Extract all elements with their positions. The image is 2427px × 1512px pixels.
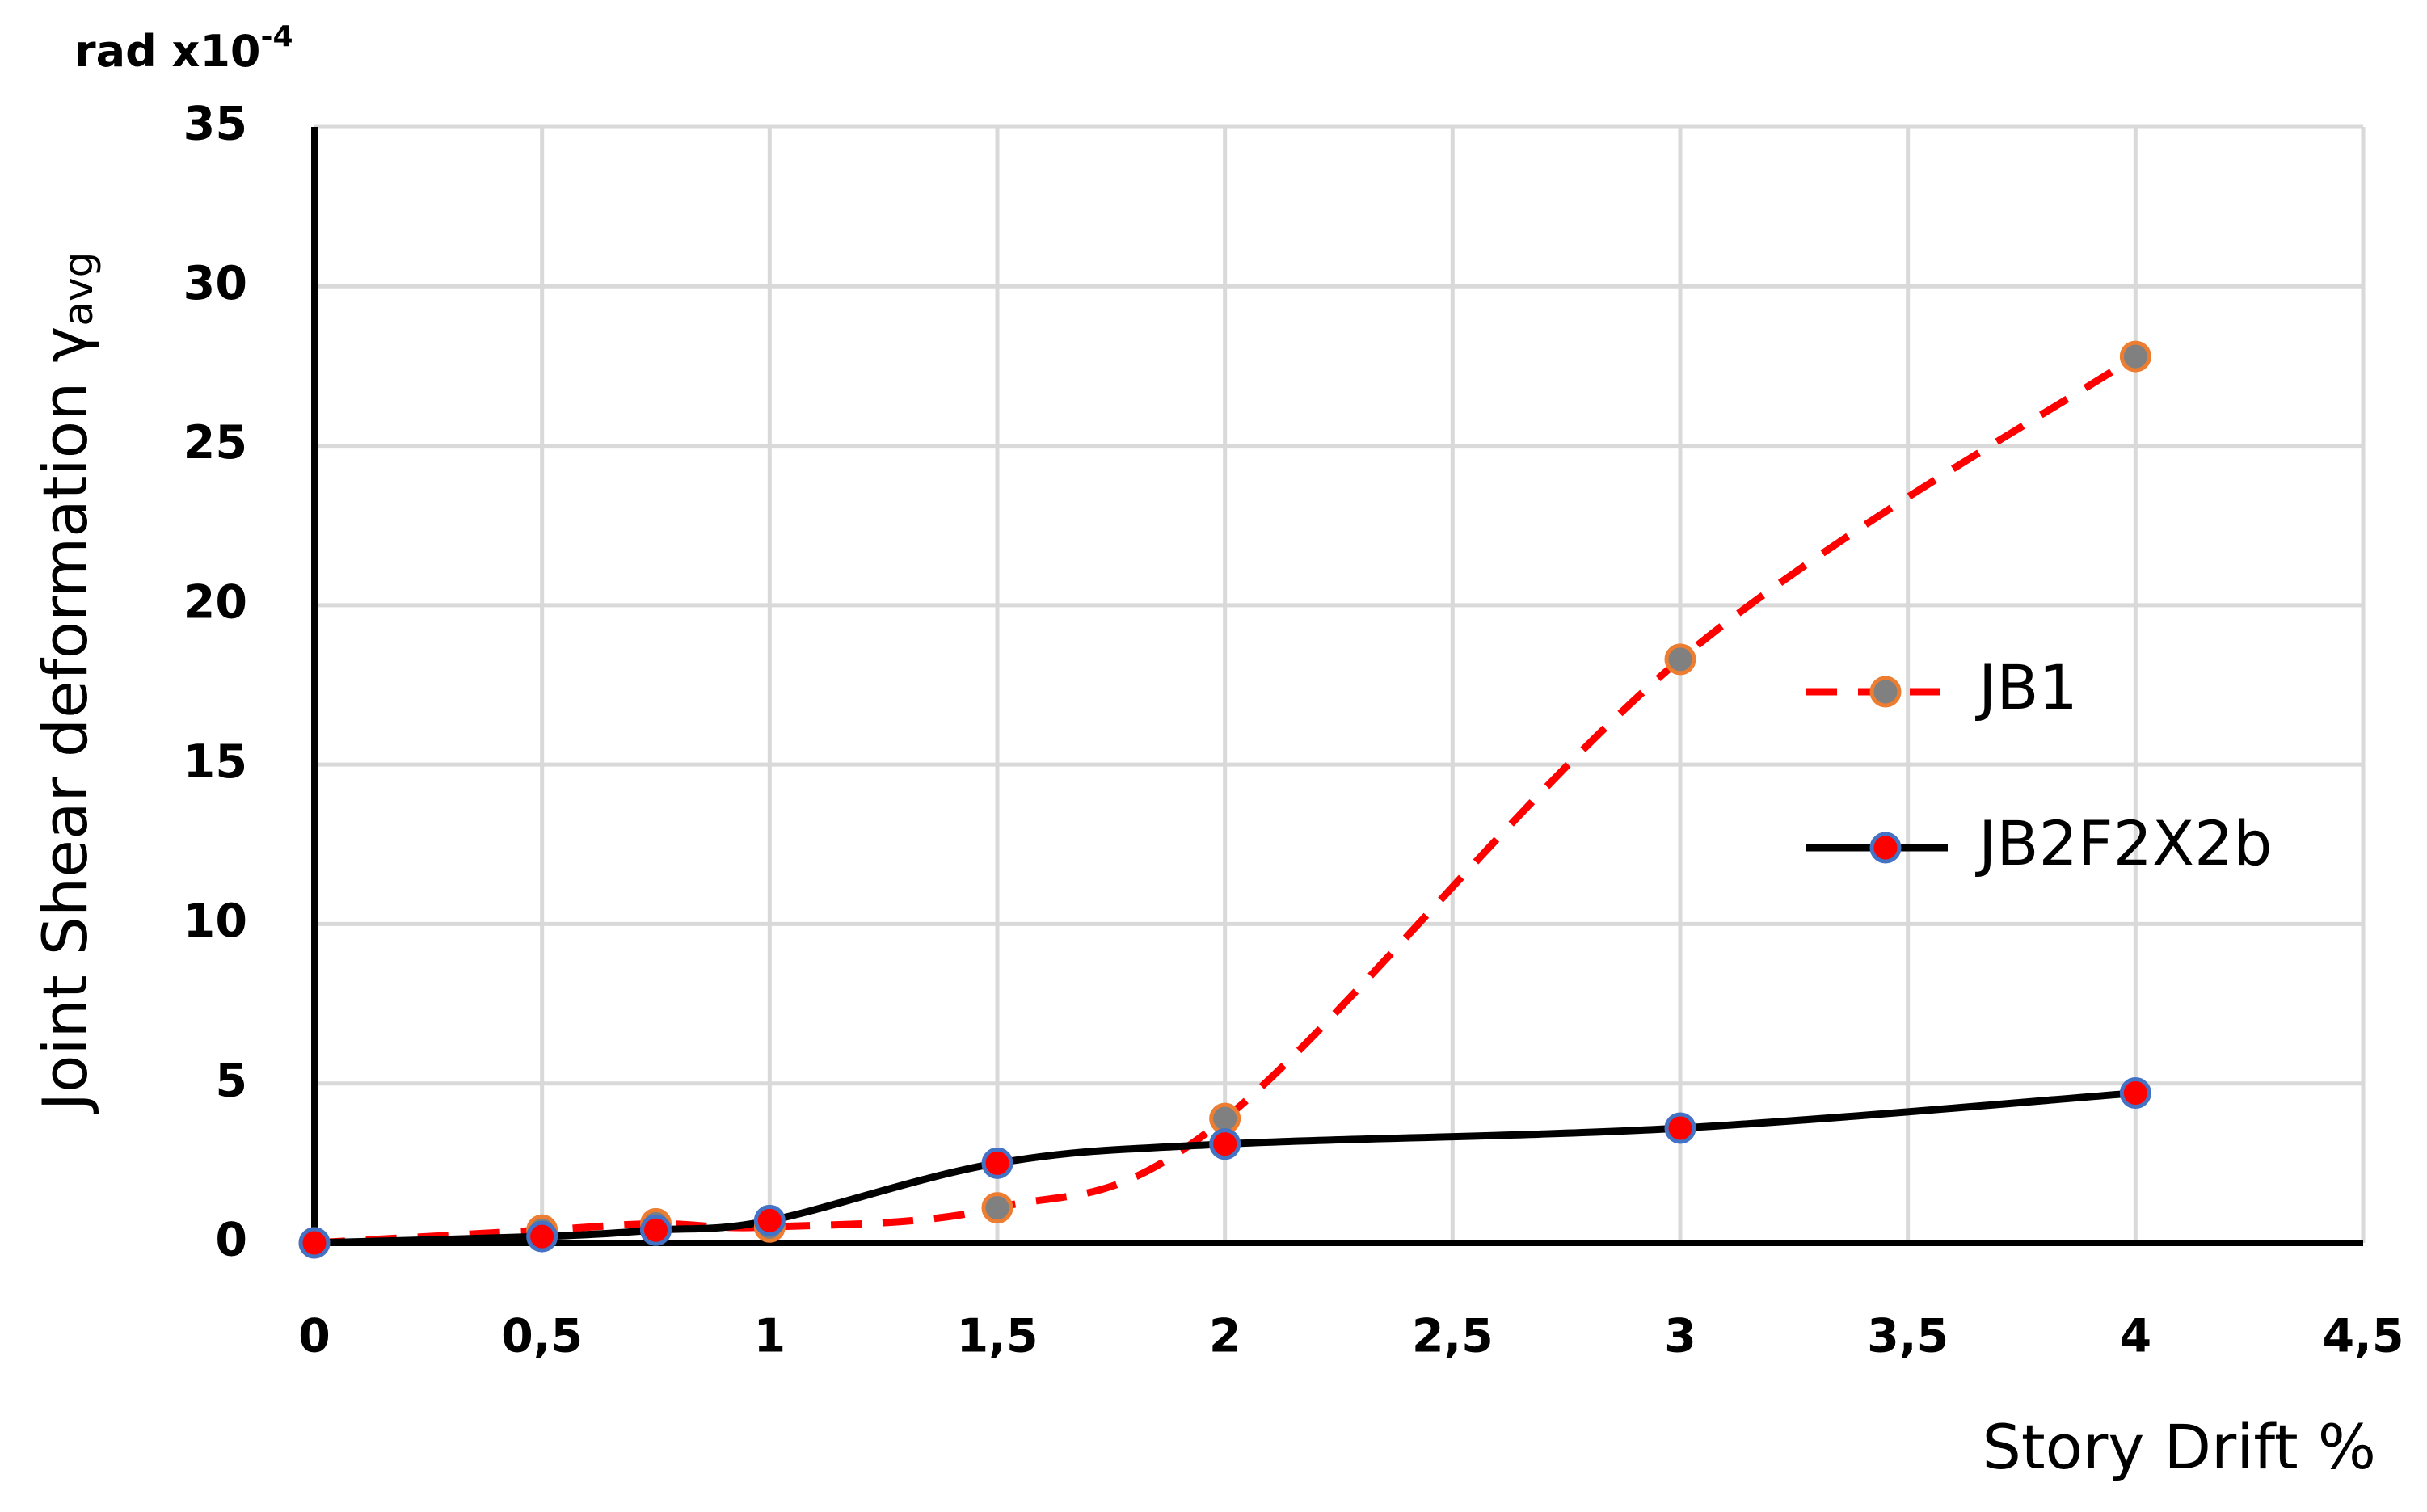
x-tick-label: 2,5	[1412, 1310, 1494, 1363]
legend-label: JB1	[1975, 651, 2078, 723]
x-tick-label: 4,5	[2323, 1310, 2404, 1363]
x-tick-label: 4	[2119, 1310, 2151, 1363]
data-point	[640, 1214, 672, 1246]
data-point	[2119, 1077, 2151, 1110]
y-axis-title-main: Joint Shear deformation γ	[29, 326, 101, 1114]
y-axis-title-subscript: avg	[55, 252, 102, 326]
data-point	[1664, 643, 1696, 676]
y-unit-base: rad x10	[74, 26, 261, 77]
data-point	[981, 1147, 1013, 1179]
x-tick-label: 0,5	[501, 1310, 583, 1363]
legend-marker	[1869, 832, 1902, 864]
x-tick-label: 2	[1209, 1310, 1241, 1363]
x-tick-label: 0	[298, 1310, 331, 1363]
y-tick-label: 25	[183, 416, 247, 470]
data-point	[753, 1204, 786, 1236]
data-point	[981, 1192, 1013, 1224]
x-tick-label: 1	[753, 1310, 786, 1363]
x-tick-label: 3,5	[1867, 1310, 1949, 1363]
data-point	[2119, 340, 2151, 373]
data-point	[298, 1227, 331, 1259]
data-point	[1209, 1102, 1241, 1135]
series-line	[314, 353, 2138, 1247]
data-point	[1664, 1112, 1696, 1144]
y-axis-title: Joint Shear deformation γavg	[29, 252, 102, 1114]
x-tick-label: 1,5	[957, 1310, 1039, 1363]
data-point	[1209, 1128, 1241, 1160]
y-tick-label: 10	[183, 895, 247, 948]
y-unit-exponent: -4	[261, 20, 293, 53]
y-tick-label: 15	[183, 735, 247, 789]
legend-marker	[1869, 676, 1902, 708]
legend-label: JB2F2X2b	[1975, 807, 2273, 879]
x-tick-label: 3	[1664, 1310, 1696, 1363]
y-tick-label: 5	[215, 1054, 247, 1107]
y-tick-label: 0	[215, 1214, 247, 1267]
y-tick-label: 30	[183, 257, 247, 310]
x-axis-title: Story Drift %	[1982, 1411, 2376, 1483]
data-point	[526, 1220, 558, 1253]
y-unit: rad x10-4	[74, 20, 293, 77]
y-tick-label: 20	[183, 575, 247, 629]
y-tick-label: 35	[183, 98, 247, 151]
